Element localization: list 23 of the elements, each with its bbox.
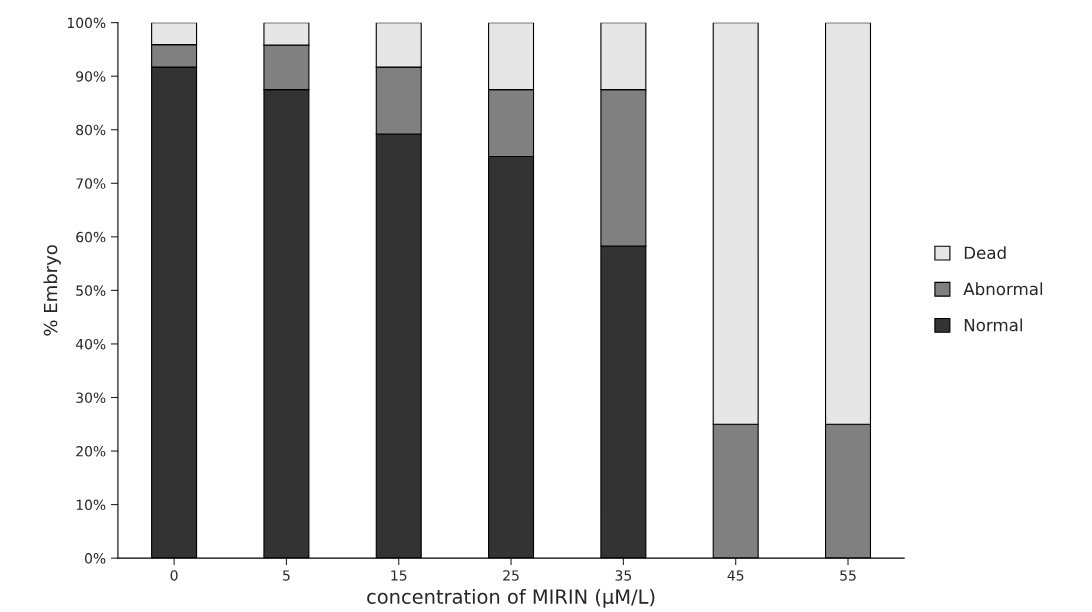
y-tick-label: 50% [76,285,106,296]
x-tick-label: 45 [727,570,744,581]
y-tick-label: 40% [75,338,106,350]
y-tick-label: 100% [67,17,106,29]
x-tick-label: 25 [503,570,519,581]
x-tick-label: 55 [840,570,856,581]
legend-label: Normal [964,318,1022,332]
legend-label: Abnormal [963,282,1043,296]
x-axis-title: concentration of MIRIN (μM/L) [367,588,655,608]
y-tick-label: 80% [76,124,106,136]
y-tick-label: 0% [85,553,106,564]
y-tick-label: 10% [76,499,106,511]
x-tick-label: 15 [391,570,407,581]
y-tick-label: 90% [76,71,106,82]
x-tick-label: 0 [170,570,178,581]
y-axis-title: % Embryo [43,245,61,336]
x-tick-label: 5 [283,570,290,581]
x-tick-label: 35 [615,570,631,581]
legend-label: Dead [964,246,1006,260]
y-tick-label: 60% [76,231,106,243]
y-tick-label: 70% [76,178,106,189]
y-tick-label: 30% [76,392,106,403]
y-tick-label: 20% [76,446,106,457]
